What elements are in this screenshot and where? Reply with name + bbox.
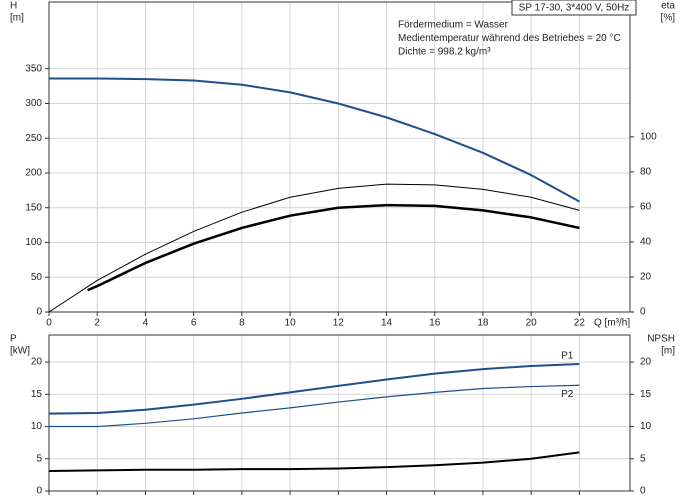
y-axis-label: P <box>10 334 17 345</box>
y2-tick-label: 0 <box>640 307 646 318</box>
y2-tick-label: 0 <box>640 486 646 497</box>
x-tick-label: 12 <box>333 318 345 329</box>
x-tick-label: 22 <box>574 318 586 329</box>
x-tick-label: 10 <box>285 318 297 329</box>
x-tick-label: 16 <box>429 318 441 329</box>
annotation: Medientemperatur während des Betriebes =… <box>398 33 621 44</box>
series-label: P2 <box>561 389 574 400</box>
x-axis-label: Q [m³/h] <box>594 318 630 329</box>
y-tick-label: 0 <box>36 486 42 497</box>
annotation: Fördermedium = Wasser <box>398 20 509 31</box>
y2-tick-label: 60 <box>640 202 652 213</box>
y-tick-label: 350 <box>25 63 42 74</box>
y-tick-label: 0 <box>36 307 42 318</box>
y2-axis-unit: [m] <box>661 346 675 357</box>
y-tick-label: 150 <box>25 202 42 213</box>
y2-tick-label: 5 <box>640 453 646 464</box>
plot-frame <box>48 1 631 313</box>
y2-tick-label: 80 <box>640 167 652 178</box>
x-tick-label: 8 <box>239 318 245 329</box>
curve <box>87 203 580 292</box>
title-box <box>511 0 637 16</box>
y2-axis-label: eta <box>661 1 675 12</box>
y-axis-label: H <box>10 1 17 12</box>
y-axis-unit: [m] <box>10 13 24 24</box>
y2-tick-label: 40 <box>640 237 652 248</box>
y2-axis-label: NPSH <box>647 334 675 345</box>
y2-tick-label: 20 <box>640 272 652 283</box>
y-tick-label: 20 <box>31 357 43 368</box>
y2-tick-label: 10 <box>640 421 652 432</box>
y-tick-label: 200 <box>25 168 42 179</box>
y2-axis-unit: [%] <box>661 13 676 24</box>
x-tick-label: 6 <box>191 318 197 329</box>
curve <box>48 363 580 415</box>
x-tick-label: 20 <box>526 318 538 329</box>
y-tick-label: 15 <box>31 389 43 400</box>
y2-tick-label: 15 <box>640 389 652 400</box>
y-tick-label: 300 <box>25 98 42 109</box>
chart-title: SP 17-30, 3*400 V, 50Hz <box>519 3 630 14</box>
curve <box>48 183 580 313</box>
x-tick-label: 0 <box>46 318 52 329</box>
curve <box>49 384 580 428</box>
annotation: Dichte = 998.2 kg/m³ <box>398 47 491 58</box>
y2-tick-label: 100 <box>640 131 657 142</box>
y-axis-unit: [kW] <box>10 346 30 357</box>
x-tick-label: 4 <box>143 318 149 329</box>
x-tick-label: 18 <box>477 318 489 329</box>
y-tick-label: 10 <box>31 421 43 432</box>
series-label: P1 <box>561 351 574 362</box>
x-tick-label: 2 <box>94 318 100 329</box>
x-tick-label: 14 <box>381 318 393 329</box>
curve <box>49 77 580 203</box>
y-tick-label: 100 <box>25 237 42 248</box>
curve <box>48 451 580 473</box>
y-tick-label: 5 <box>36 453 42 464</box>
y2-tick-label: 20 <box>640 357 652 368</box>
y-tick-label: 250 <box>25 133 42 144</box>
y-tick-label: 50 <box>31 272 43 283</box>
